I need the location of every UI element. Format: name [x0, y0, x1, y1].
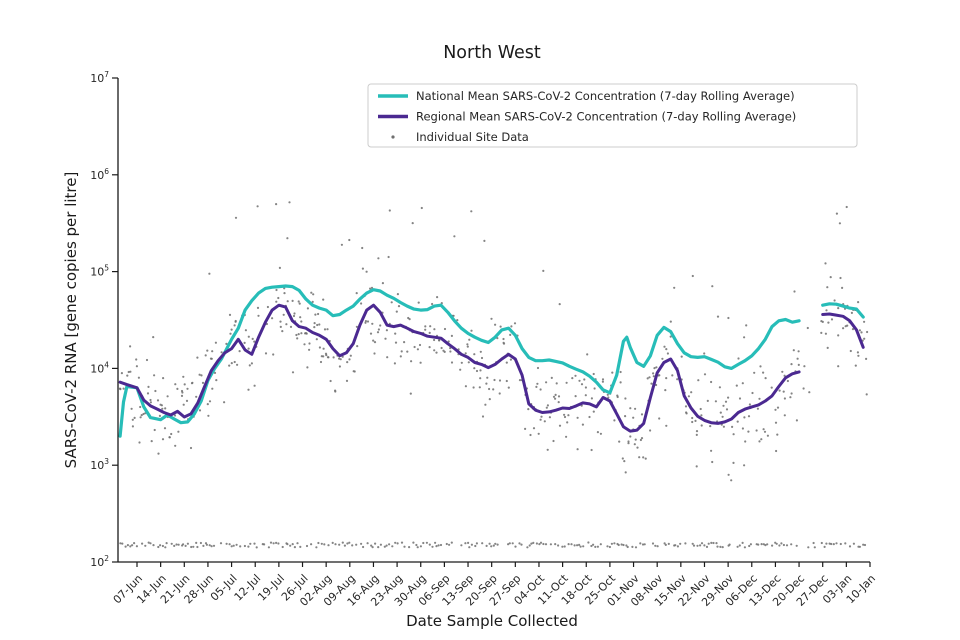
- legend-label-regional: Regional Mean SARS-CoV-2 Concentration (…: [416, 110, 796, 124]
- mean-lines: [118, 284, 865, 438]
- y-tick-label: 103: [90, 457, 109, 472]
- legend-box: [367, 83, 858, 148]
- y-tick-label: 102: [90, 554, 109, 569]
- individual-site-data-points: [118, 201, 869, 549]
- legend-label-site-data: Individual Site Data: [416, 130, 529, 144]
- y-tick-label: 104: [90, 360, 109, 375]
- chart-title: North West: [443, 43, 541, 63]
- legend: National Mean SARS-CoV-2 Concentration (…: [367, 83, 858, 148]
- regional-mean-line: [118, 303, 865, 433]
- y-tick-label: 106: [90, 167, 109, 182]
- y-tick-label: 105: [90, 264, 109, 279]
- x-axis-label: Date Sample Collected: [406, 612, 578, 630]
- y-tick-label: 107: [90, 70, 109, 85]
- national-mean-line: [118, 284, 865, 438]
- y-axis-label: SARS-CoV-2 RNA [gene copies per litre]: [62, 172, 80, 469]
- legend-label-national: National Mean SARS-CoV-2 Concentration (…: [416, 89, 795, 103]
- legend-swatch-site-dot: [391, 135, 395, 139]
